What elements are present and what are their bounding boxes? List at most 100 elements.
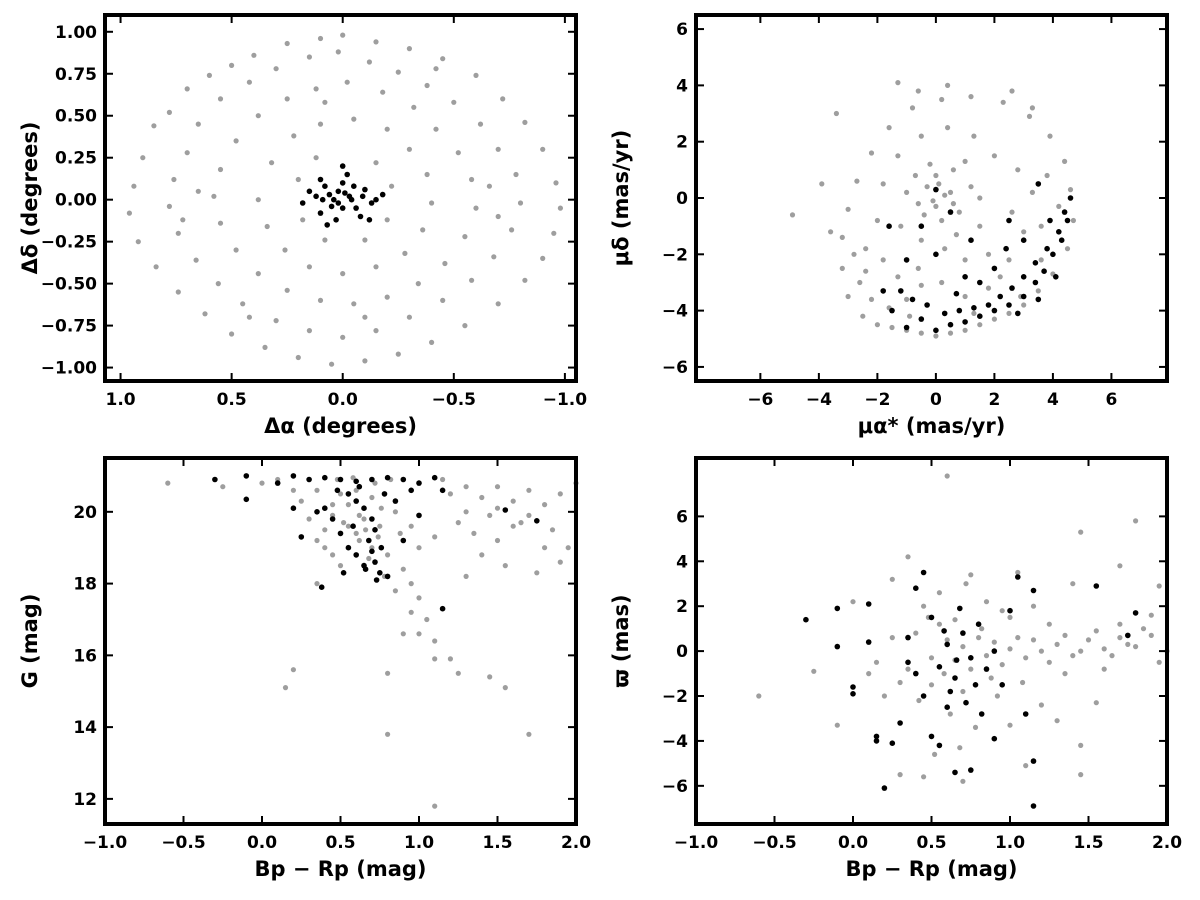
field-star-point (429, 200, 435, 206)
x-tick-label: −0.5 (432, 390, 476, 410)
member-star-point (913, 585, 919, 591)
member-star-point (865, 601, 872, 607)
field-star-point (863, 268, 869, 274)
member-star-point (991, 265, 998, 272)
field-star-point (447, 656, 453, 662)
field-star-point (240, 301, 246, 307)
field-star-point (340, 32, 346, 38)
member-star-point (1030, 803, 1037, 809)
field-star-point (1070, 653, 1076, 659)
y-tick-label: 4 (676, 76, 688, 96)
member-star-point (956, 307, 963, 314)
field-star-point (151, 123, 157, 129)
x-tick-label: 1.5 (1073, 833, 1103, 853)
member-star-point (377, 570, 383, 576)
field-star-point (495, 301, 501, 307)
member-stars-series (880, 181, 1074, 334)
field-star-point (378, 505, 384, 511)
field-star-point (939, 279, 945, 286)
y-tick-label: 4 (676, 552, 688, 572)
field-star-point (947, 330, 954, 336)
member-star-point (361, 505, 367, 512)
field-star-point (455, 150, 461, 156)
field-star-point (337, 563, 344, 569)
field-star-point (314, 581, 320, 587)
x-tick-label: −0.5 (161, 833, 205, 853)
member-stars-series (299, 163, 386, 228)
member-star-point (333, 217, 339, 223)
field-star-point (284, 96, 290, 102)
member-star-point (1061, 209, 1068, 215)
field-star-point (330, 502, 336, 508)
field-star-point (904, 189, 910, 195)
field-star-point (898, 223, 904, 229)
field-star-point (928, 682, 935, 688)
y-axis-label: G (mag) (18, 594, 42, 689)
field-star-point (416, 631, 422, 637)
field-star-point (936, 621, 943, 627)
x-tick-label: −6 (747, 390, 773, 410)
member-star-point (933, 327, 939, 334)
field-star-point (921, 212, 927, 218)
field-star-point (999, 662, 1005, 668)
field-star-point (447, 491, 453, 497)
field-star-point (1062, 671, 1068, 677)
field-star-point (510, 498, 516, 504)
field-star-point (904, 296, 910, 302)
member-star-point (941, 628, 947, 634)
field-star-point (406, 146, 412, 152)
member-star-point (834, 605, 841, 612)
field-star-point (322, 545, 328, 551)
field-stars-series (789, 80, 1076, 339)
field-star-point (522, 277, 528, 283)
plot-frame (103, 13, 578, 383)
member-star-point (962, 274, 968, 280)
field-star-point (1117, 563, 1123, 569)
field-star-point (1109, 653, 1115, 659)
field-star-point (991, 639, 997, 645)
y-tick-label: 0 (676, 189, 688, 209)
field-star-point (353, 530, 359, 537)
field-star-point (295, 176, 301, 183)
field-star-point (502, 685, 508, 691)
y-axis-label: Δδ (degrees) (18, 122, 42, 275)
field-star-point (384, 126, 390, 132)
field-star-point (259, 480, 265, 486)
field-star-point (1062, 632, 1068, 639)
field-star-point (373, 160, 379, 166)
member-star-point (317, 210, 324, 216)
member-star-point (334, 487, 341, 494)
field-star-point (406, 46, 412, 52)
member-star-point (968, 655, 974, 661)
field-star-point (356, 537, 362, 544)
member-star-point (318, 584, 325, 590)
member-star-point (936, 664, 943, 670)
x-tick-label: −4 (806, 390, 832, 410)
member-star-point (1030, 587, 1037, 594)
field-star-point (317, 121, 324, 127)
x-tick-label: 1.0 (995, 833, 1025, 853)
field-star-point (845, 206, 851, 212)
field-star-point (351, 301, 357, 307)
x-tick-label: 0.5 (916, 833, 946, 853)
field-star-point (915, 201, 921, 207)
field-star-point (202, 311, 208, 317)
member-star-point (947, 321, 954, 328)
field-star-point (433, 126, 439, 132)
x-tick-label: 2 (988, 390, 1000, 410)
field-star-point (432, 638, 438, 644)
field-star-point (551, 230, 557, 236)
x-axis-label: Bp − Rp (mag) (254, 857, 426, 881)
y-tick-label: 0.00 (55, 191, 97, 211)
field-star-point (295, 354, 301, 361)
field-star-point (140, 155, 146, 161)
member-star-point (1022, 711, 1029, 717)
member-stars-series (803, 569, 1139, 809)
member-star-point (416, 512, 422, 519)
member-star-point (1032, 260, 1039, 266)
field-star-point (350, 475, 356, 481)
member-star-point (898, 288, 904, 294)
member-star-point (306, 476, 312, 483)
field-star-point (463, 573, 469, 580)
member-star-point (274, 480, 281, 486)
